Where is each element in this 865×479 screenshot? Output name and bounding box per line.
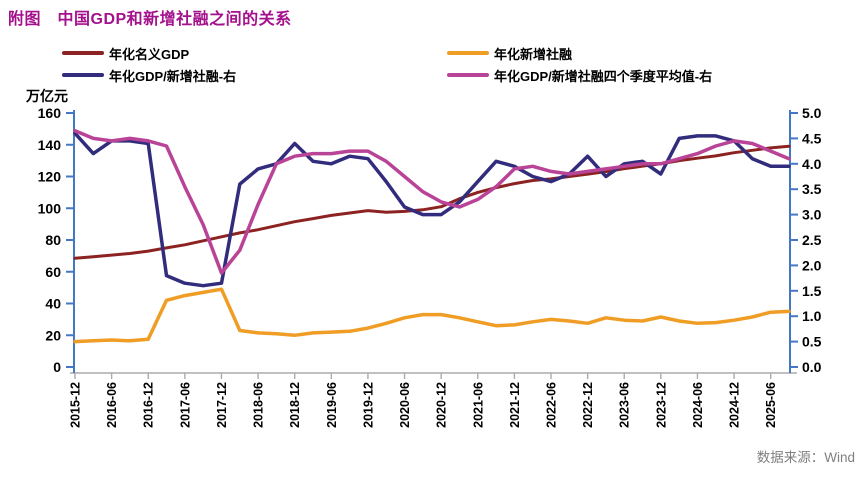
right-axis-tick-label: 0.5 — [802, 334, 822, 350]
x-axis-tick-label: 2015-12 — [69, 382, 83, 428]
left-axis-tick-label: 80 — [45, 232, 61, 248]
series-line-3 — [73, 129, 791, 275]
right-axis-tick-label: 3.5 — [802, 181, 822, 197]
left-axis-tick-label: 60 — [45, 264, 61, 280]
legend-label-ratio: 年化GDP/新增社融-右 — [109, 68, 237, 84]
legend-item-ratio: 年化GDP/新增社融-右 — [62, 67, 237, 84]
x-axis-tick-label: 2018-12 — [288, 382, 302, 428]
series-line-1 — [73, 287, 791, 344]
x-axis-tick-label: 2023-06 — [618, 382, 632, 428]
legend-label-tsf: 年化新增社融 — [494, 46, 573, 62]
right-axis-tick-label: 0.0 — [802, 359, 822, 375]
right-axis-tick-label: 4.5 — [802, 130, 822, 146]
left-axis-tick-label: 20 — [45, 327, 61, 343]
x-axis-tick-label: 2020-06 — [398, 382, 412, 428]
tsf-line-swatch — [447, 51, 489, 55]
x-axis-tick-label: 2017-06 — [178, 382, 192, 428]
series-line-2 — [73, 131, 791, 288]
right-axis-tick-label: 2.5 — [802, 232, 822, 248]
legend-item-ratio-avg: 年化GDP/新增社融四个季度平均值-右 — [447, 67, 713, 84]
right-axis-tick-label: 2.0 — [802, 257, 822, 273]
x-axis-tick-label: 2024-06 — [691, 382, 705, 428]
x-axis-tick-label: 2024-12 — [728, 382, 742, 428]
left-axis-tick-label: 120 — [38, 169, 62, 185]
x-axis-tick-label: 2020-12 — [435, 382, 449, 428]
series-line-0 — [73, 144, 791, 260]
ratio-line-swatch — [62, 73, 104, 77]
x-axis-tick-label: 2016-12 — [142, 382, 156, 428]
left-axis-tick-label: 100 — [38, 200, 62, 216]
x-axis-tick-label: 2025-06 — [764, 382, 778, 428]
right-axis-tick-label: 3.0 — [802, 207, 822, 223]
right-axis-tick-label: 5.0 — [802, 105, 822, 121]
gdp-line-swatch — [62, 51, 104, 55]
x-axis-tick-label: 2022-12 — [581, 382, 595, 428]
left-axis-tick-label: 40 — [45, 296, 61, 312]
left-axis-tick-label: 160 — [38, 105, 62, 121]
x-axis-tick-label: 2019-12 — [361, 382, 375, 428]
ratio-avg-line-swatch — [447, 73, 489, 77]
left-axis-tick-label: 0 — [53, 359, 61, 375]
right-axis-tick-label: 1.0 — [802, 308, 822, 324]
right-axis-tick-label: 1.5 — [802, 283, 822, 299]
legend-label-gdp: 年化名义GDP — [109, 46, 190, 62]
x-axis-tick-label: 2021-06 — [471, 382, 485, 428]
legend-item-gdp: 年化名义GDP — [62, 45, 190, 62]
x-axis-tick-label: 2022-06 — [545, 382, 559, 428]
legend-label-ratio-avg: 年化GDP/新增社融四个季度平均值-右 — [494, 68, 713, 84]
chart-title: 附图 中国GDP和新增社融之间的关系 — [8, 11, 292, 28]
x-axis-tick-label: 2018-06 — [252, 382, 266, 428]
right-axis-tick-label: 4.0 — [802, 156, 822, 172]
left-axis-tick-label: 140 — [38, 137, 62, 153]
x-axis-tick-label: 2021-12 — [508, 382, 522, 428]
x-axis-tick-label: 2016-06 — [105, 382, 119, 428]
left-axis-unit-label: 万亿元 — [26, 88, 68, 104]
x-axis-tick-label: 2023-12 — [654, 382, 668, 428]
x-axis-tick-label: 2017-12 — [215, 382, 229, 428]
legend-item-tsf: 年化新增社融 — [447, 45, 573, 62]
x-axis-tick-label: 2019-06 — [325, 382, 339, 428]
data-source-note: 数据来源：Wind — [756, 450, 855, 465]
